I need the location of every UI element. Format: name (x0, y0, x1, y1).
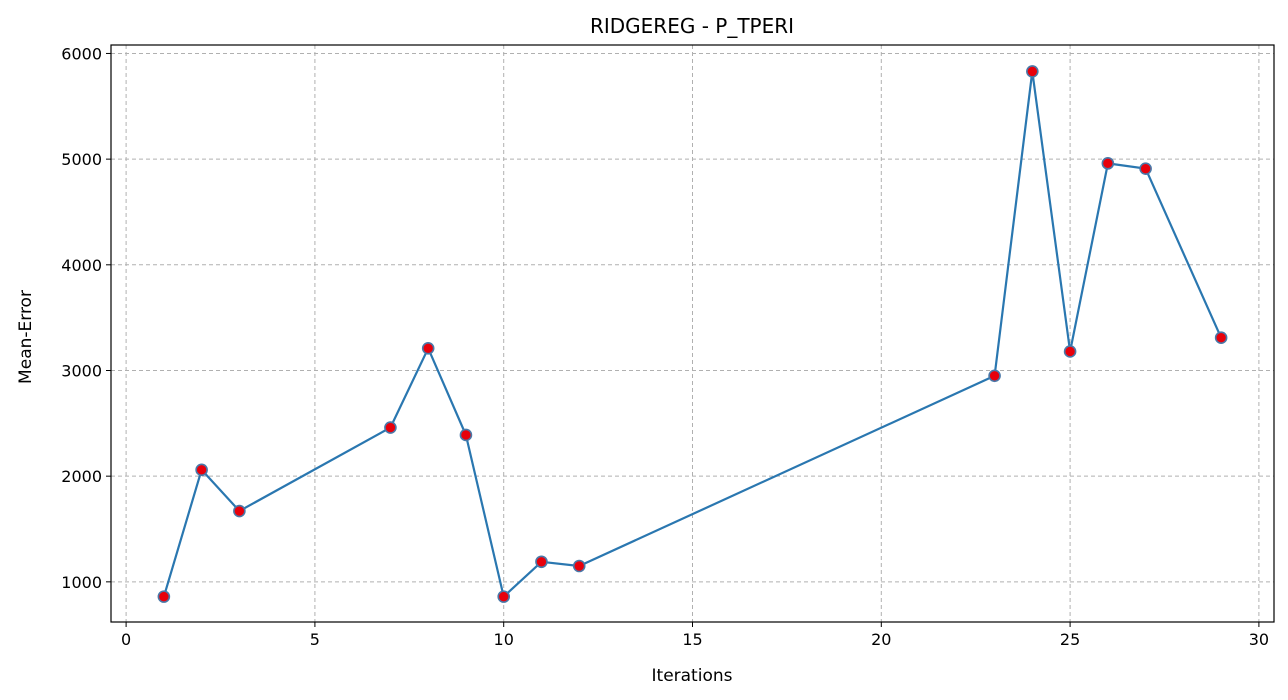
x-tick-label: 20 (871, 630, 891, 649)
marker-layer (157, 65, 1228, 603)
x-tick-label: 0 (121, 630, 131, 649)
y-tick-label: 2000 (61, 467, 102, 486)
x-tick-label: 10 (494, 630, 514, 649)
x-axis: 0 5 10 15 20 25 30 (121, 622, 1269, 649)
y-axis-label: Mean-Error (16, 290, 36, 384)
data-point (421, 341, 435, 355)
data-point (157, 590, 171, 603)
y-tick-label: 4000 (61, 256, 102, 275)
x-axis-label: Iterations (652, 666, 733, 686)
x-tick-label: 15 (682, 630, 702, 649)
data-point (233, 504, 246, 518)
y-tick-label: 3000 (61, 361, 102, 380)
data-point (459, 428, 473, 442)
data-point (1139, 162, 1152, 175)
data-point (988, 369, 1001, 383)
chart-title: RIDGEREG - P_TPERI (590, 14, 794, 38)
x-tick-label: 5 (310, 630, 320, 649)
data-point (1214, 331, 1228, 345)
data-point (497, 590, 511, 603)
x-tick-label: 30 (1249, 630, 1269, 649)
y-tick-label: 5000 (61, 150, 102, 169)
data-point (535, 555, 548, 569)
data-point (572, 559, 586, 573)
data-point (195, 463, 208, 477)
data-point (1063, 345, 1077, 358)
y-axis: 1000 2000 3000 4000 5000 6000 (61, 44, 111, 592)
y-tick-label: 6000 (61, 44, 102, 63)
grid (111, 45, 1274, 622)
x-tick-label: 25 (1060, 630, 1080, 649)
data-point (1101, 157, 1115, 170)
data-point (384, 421, 397, 434)
y-tick-label: 1000 (61, 573, 102, 592)
data-point (1026, 65, 1039, 78)
